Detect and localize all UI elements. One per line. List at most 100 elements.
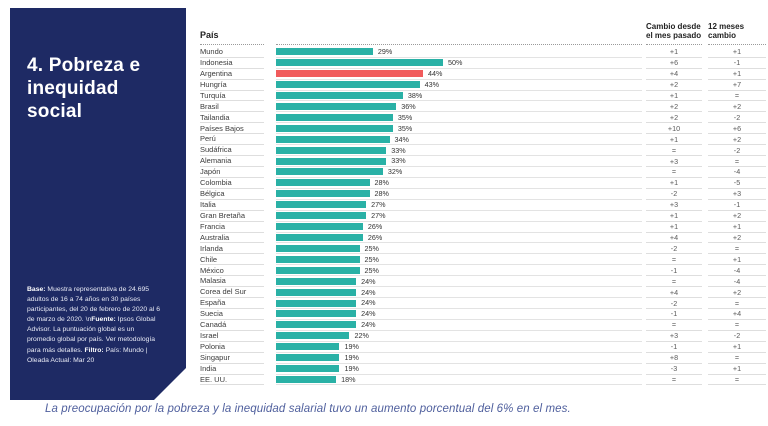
- table-row: Malasia 24% = -4: [200, 276, 766, 288]
- bar: [276, 321, 357, 329]
- value-label: 32%: [387, 167, 403, 177]
- bar: [276, 354, 340, 362]
- chart-caption: La preocupación por la pobreza y la ineq…: [45, 403, 571, 415]
- table-row: España 24% -2 =: [200, 298, 766, 309]
- table-row: Bélgica 28% -2 +3: [200, 189, 766, 200]
- bar: [276, 124, 393, 132]
- country-label: Alemania: [200, 156, 264, 168]
- country-label: España: [200, 298, 264, 309]
- bar-track: 25%: [276, 265, 642, 277]
- page-title: 4. Pobreza e inequidad social: [27, 55, 141, 123]
- table-row: Israel 22% +3 -2: [200, 331, 766, 342]
- value-label: 22%: [354, 331, 369, 341]
- country-label: Países Bajos: [200, 123, 264, 135]
- bar: [276, 102, 397, 110]
- country-label: India: [200, 364, 264, 375]
- country-label: Australia: [200, 233, 264, 244]
- bar-track: 44%: [276, 69, 642, 80]
- change-month-value: +6: [646, 58, 702, 69]
- change-month-value: =: [646, 254, 702, 266]
- table-row: Hungría 43% +2 +7: [200, 80, 766, 91]
- country-label: Singapur: [200, 353, 264, 364]
- bar-track: 24%: [276, 309, 642, 320]
- change-year-value: -5: [708, 178, 766, 189]
- bar: [276, 92, 403, 100]
- bar-track: 33%: [276, 156, 642, 168]
- change-year-value: +7: [708, 80, 766, 91]
- bar: [276, 365, 340, 373]
- change-month-value: +1: [646, 134, 702, 146]
- change-year-value: -4: [708, 265, 766, 277]
- country-label: Sudáfrica: [200, 145, 264, 157]
- table-row: India 19% -3 +1: [200, 364, 766, 375]
- value-label: 24%: [361, 309, 376, 319]
- table-row: Tailandia 35% +2 -2: [200, 112, 766, 124]
- bar-track: 28%: [276, 189, 642, 200]
- chart-rows: Mundo 29% +1 +1 Indonesia 50% +6 -1 Argentina 44%…: [200, 47, 766, 386]
- change-year-value: +1: [708, 342, 766, 353]
- value-label: 18%: [341, 374, 356, 384]
- country-label: Mundo: [200, 47, 264, 58]
- value-label: 35%: [397, 112, 413, 122]
- change-month-value: =: [646, 375, 702, 386]
- change-year-value: +2: [708, 287, 766, 299]
- change-year-value: =: [708, 298, 766, 309]
- change-month-value: -1: [646, 309, 702, 320]
- change-month-header: Cambio desde el mes pasado: [646, 22, 702, 45]
- change-year-value: +2: [708, 233, 766, 244]
- bar: [276, 343, 340, 351]
- change-year-value: -2: [708, 331, 766, 342]
- table-row: Chile 25% = +1: [200, 254, 766, 266]
- country-label: Malasia: [200, 276, 264, 288]
- country-label: Irlanda: [200, 243, 264, 255]
- value-label: 24%: [361, 298, 376, 308]
- change-year-value: +3: [708, 189, 766, 200]
- bar-track: 25%: [276, 243, 642, 255]
- table-row: Argentina 44% +4 +1: [200, 69, 766, 80]
- base-note: Base: Muestra representativa de 24.695 a…: [27, 285, 160, 367]
- change-month-value: -1: [646, 342, 702, 353]
- country-label: Colombia: [200, 178, 264, 189]
- table-row: Francia 26% +1 +1: [200, 222, 766, 233]
- bar-track: 19%: [276, 364, 642, 375]
- change-month-value: +1: [646, 211, 702, 222]
- bar-track: 24%: [276, 287, 642, 299]
- bar-track: 26%: [276, 233, 642, 244]
- country-label: Francia: [200, 222, 264, 233]
- bar: [276, 234, 363, 241]
- change-year-value: -1: [708, 200, 766, 211]
- change-month-value: +1: [646, 222, 702, 233]
- change-month-value: +4: [646, 233, 702, 244]
- bar: [276, 146, 387, 154]
- value-label: 19%: [344, 353, 359, 363]
- change-month-value: -1: [646, 265, 702, 277]
- bar-track: 27%: [276, 200, 642, 211]
- country-label: Japón: [200, 167, 264, 178]
- table-row: Perú 34% +1 +2: [200, 134, 766, 146]
- bar-track: 36%: [276, 101, 642, 113]
- country-label: Turquía: [200, 91, 264, 102]
- value-label: 29%: [377, 47, 393, 57]
- bar-area-header-rule: [276, 22, 642, 45]
- sidebar-panel: 4. Pobreza e inequidad social Base: Mues…: [10, 8, 186, 400]
- value-label: 24%: [361, 287, 376, 297]
- bar: [276, 190, 370, 198]
- country-label: Tailandia: [200, 112, 264, 124]
- bar: [276, 212, 367, 220]
- table-row: Mundo 29% +1 +1: [200, 47, 766, 58]
- bar: [276, 332, 350, 340]
- change-year-value: +4: [708, 309, 766, 320]
- value-label: 19%: [344, 342, 359, 352]
- change-month-value: +3: [646, 331, 702, 342]
- filtro-label: Filtro:: [84, 346, 104, 354]
- bar: [276, 375, 337, 383]
- bar-track: 22%: [276, 331, 642, 342]
- table-row: Sudáfrica 33% = -2: [200, 145, 766, 157]
- change-year-value: -2: [708, 112, 766, 124]
- bar: [276, 223, 363, 231]
- bar-track: 35%: [276, 123, 642, 135]
- base-text: Muestra representativa de 24.695 adultos…: [27, 285, 161, 324]
- change-month-value: +4: [646, 287, 702, 299]
- change-month-value: +3: [646, 156, 702, 168]
- country-label: Perú: [200, 134, 264, 146]
